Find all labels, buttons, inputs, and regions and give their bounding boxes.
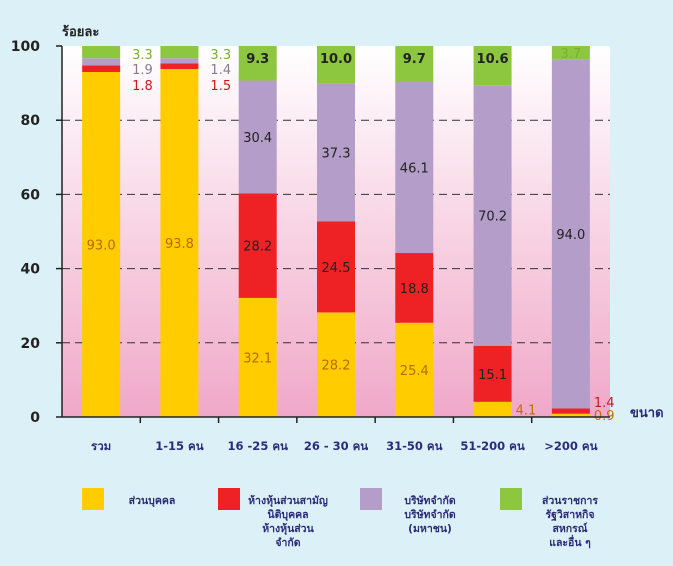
y-tick-label: 80 [21,113,41,129]
data-label: 46.1 [400,162,429,177]
data-labels-group: 93.01.81.93.393.81.51.43.332.128.230.49.… [87,47,615,424]
legend-swatch [82,488,104,510]
data-label: 3.3 [132,48,153,63]
data-label: 18.8 [400,282,429,297]
bar-segment [160,69,199,417]
legend-label: นิติบุคคล [267,509,308,522]
category-label: >200 คน [544,439,597,453]
bar-segment [551,413,590,417]
legend-label: (มหาชน) [408,523,452,535]
axes-group [61,46,610,418]
legend-label: ส่วนบุคคล [129,495,176,508]
bar-segment [395,322,434,417]
data-label: 30.4 [243,131,272,146]
data-label: 9.7 [403,52,426,67]
bar-segment [551,59,590,409]
bar-segment [82,65,121,72]
category-labels-group: รวม 1-15 คน 16 -25 คน 26 - 30 คน 31-50 คน 51-… [91,417,598,453]
bar-segment [160,58,199,64]
data-label: 93.0 [87,238,116,253]
data-label: 28.2 [243,240,272,255]
data-label: 1.5 [210,79,231,94]
bar-segment [473,401,512,417]
legend-label: จำกัด [275,537,300,549]
legend: ส่วนบุคคล ห้างหุ้นส่วนสามัญนิติบุคคลห้างห… [82,488,598,549]
bar-segment [82,71,121,417]
bar-segment [395,81,434,254]
bar-segment [395,46,434,82]
bar-segment [160,46,199,59]
bar-segment [238,80,277,194]
y-tick-label: 60 [21,187,41,203]
bars-group [82,46,590,417]
y-axis-title: ร้อยละ [62,24,99,40]
legend-label: บริษัทจำกัด [404,495,456,507]
data-label: 1.4 [210,63,231,78]
y-ticks-group: 0 20 40 60 80 100 [11,39,62,426]
legend-swatch [500,488,522,510]
y-tick-label: 40 [21,262,41,278]
legend-label: รัฐวิสาหกิจ [545,509,594,521]
category-label: 51-200 คน [460,439,524,453]
data-label: 94.0 [556,228,585,243]
data-label: 24.5 [322,261,351,276]
data-label: 10.0 [320,52,352,67]
legend-label: บริษัทจำกัด [404,509,456,521]
bar-segment [317,221,355,313]
bar-segment [317,83,355,222]
legend-swatch [218,488,240,510]
y-tick-label: 0 [30,410,40,426]
data-label: 10.6 [477,52,509,67]
bar-segment [473,46,512,86]
bar-segment [238,297,277,417]
category-label: 31-50 คน [386,439,442,453]
data-label: 70.2 [478,210,507,225]
y-tick-label: 20 [21,336,41,352]
legend-label: ห้างหุ้นส่วนสามัญ [248,494,328,508]
y-tick-label: 100 [11,39,40,55]
data-label: 1.9 [132,63,153,78]
bar-segment [551,46,590,60]
bar-segment [238,193,277,298]
legend-label: ส่วนราชการ [542,495,598,507]
data-label: 1.4 [594,396,615,411]
data-label: 4.1 [516,403,537,418]
data-label: 9.3 [246,52,269,67]
bar-segment [317,312,355,417]
category-label: 16 -25 คน [228,439,288,453]
bar-segment [395,253,434,323]
category-label: 1-15 คน [155,439,203,453]
data-label: 32.1 [243,351,272,366]
data-label: 28.2 [322,359,351,374]
category-label: รวม [91,439,111,453]
legend-label: และอื่น ๆ [549,534,591,549]
data-label: 93.8 [165,237,194,252]
data-label: 1.8 [132,79,153,94]
data-label: 25.4 [400,364,429,379]
bar-segment [82,46,121,59]
data-label: 3.3 [210,48,231,63]
legend-label: สหกรณ์ [552,522,587,535]
bar-segment [473,345,512,402]
category-label: 26 - 30 คน [304,439,368,453]
bar-segment [551,408,590,414]
bar-segment [82,58,121,66]
bar-segment [160,63,199,70]
x-axis-title: ขนาด [630,406,664,421]
data-label: 37.3 [322,146,351,161]
bar-segment [317,46,355,84]
legend-swatch [360,488,382,510]
bar-segment [473,85,512,346]
bar-segment [238,46,277,81]
data-label: 15.1 [478,368,507,383]
legend-label: ห้างหุ้นส่วน [262,522,314,536]
data-label: 3.7 [561,47,582,62]
